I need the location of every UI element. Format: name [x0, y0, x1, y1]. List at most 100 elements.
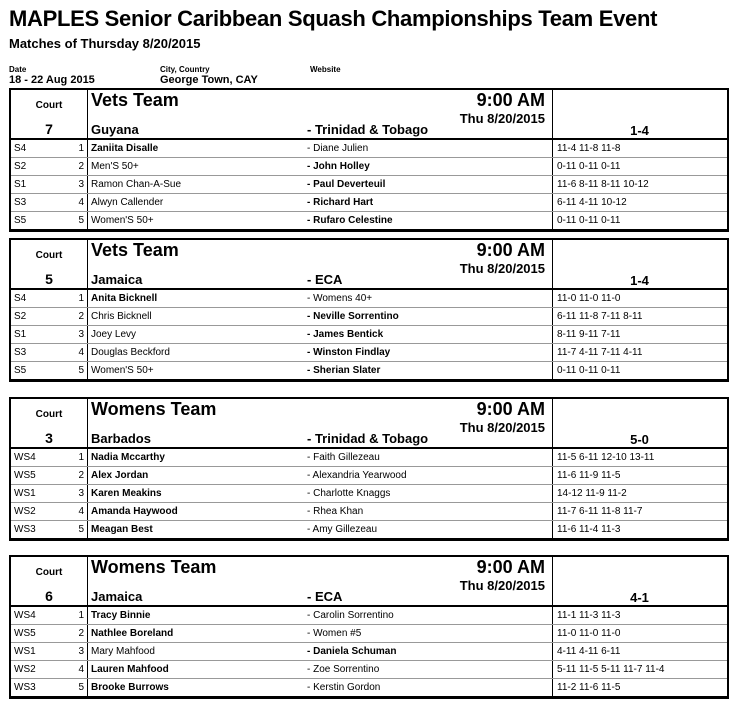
home-player: Mary Mahfood — [91, 646, 155, 657]
match-code: S4 — [14, 143, 27, 154]
match-number: 4 — [78, 347, 84, 358]
match-code: S5 — [14, 365, 27, 376]
tie-header: Court 5 Vets Team 9:00 AM Thu 8/20/2015 … — [11, 240, 727, 290]
tie-result: 4-1 — [630, 590, 649, 605]
match-date: Thu 8/20/2015 — [459, 261, 545, 276]
website-label: Website — [310, 65, 341, 74]
match-score: 0-11 0-11 0-11 — [557, 161, 621, 172]
match-row: WS2 4 Amanda Haywood - Rhea Khan 11-7 6-… — [11, 503, 727, 521]
match-code: WS1 — [14, 646, 36, 657]
home-player: Joey Levy — [91, 329, 137, 340]
match-time: 9:00 AM — [476, 90, 545, 110]
match-code: WS1 — [14, 488, 36, 499]
divider — [552, 140, 553, 157]
city-label: City, Country — [160, 65, 210, 74]
match-row: WS3 5 Meagan Best - Amy Gillezeau 11-6 1… — [11, 521, 727, 538]
match-row: WS1 3 Karen Meakins - Charlotte Knaggs 1… — [11, 485, 727, 503]
match-row: S4 1 Zaniita Disalle - Diane Julien 11-4… — [11, 140, 727, 158]
match-score: 11-6 8-11 8-11 10-12 — [557, 179, 649, 190]
divider — [552, 449, 553, 466]
court-number: 7 — [45, 121, 53, 137]
tie-result: 1-4 — [630, 123, 649, 138]
match-score: 14-12 11-9 11-2 — [557, 488, 627, 499]
court-label: Court — [35, 100, 63, 111]
divider — [552, 679, 553, 696]
match-row: WS1 3 Mary Mahfood - Daniela Schuman 4-1… — [11, 643, 727, 661]
match-number: 2 — [78, 628, 84, 639]
match-number: 2 — [78, 161, 84, 172]
match-score: 11-1 11-3 11-3 — [557, 610, 621, 621]
match-time: 9:00 AM — [476, 557, 545, 577]
match-code: WS2 — [14, 664, 36, 675]
divider — [552, 308, 553, 325]
divider — [87, 467, 88, 484]
home-player: Men'S 50+ — [91, 161, 139, 172]
divider — [87, 344, 88, 361]
match-score: 11-5 6-11 12-10 13-11 — [557, 452, 655, 463]
match-score: 6-11 4-11 10-12 — [557, 197, 627, 208]
divider — [552, 643, 553, 660]
home-player: Karen Meakins — [91, 488, 162, 499]
away-player: - Kerstin Gordon — [307, 682, 381, 693]
divider — [87, 90, 88, 138]
match-row: WS5 2 Nathlee Boreland - Women #5 11-0 1… — [11, 625, 727, 643]
match-row: S4 1 Anita Bicknell - Womens 40+ 11-0 11… — [11, 290, 727, 308]
home-player: Douglas Beckford — [91, 347, 170, 358]
match-code: S1 — [14, 179, 27, 190]
away-team: - Trinidad & Tobago — [307, 431, 429, 446]
match-time: 9:00 AM — [476, 399, 545, 419]
home-player: Meagan Best — [91, 524, 153, 535]
home-player: Nathlee Boreland — [91, 628, 174, 639]
divider — [87, 485, 88, 502]
divider — [552, 485, 553, 502]
home-team: Jamaica — [91, 589, 143, 604]
divider — [87, 308, 88, 325]
match-number: 4 — [78, 197, 84, 208]
match-date: Thu 8/20/2015 — [459, 111, 545, 126]
away-player: - Daniela Schuman — [307, 646, 397, 657]
away-player: - Richard Hart — [307, 197, 374, 208]
away-team: - ECA — [307, 272, 343, 287]
divider — [552, 212, 553, 229]
divider — [552, 607, 553, 624]
divider — [87, 158, 88, 175]
tie-block: Court 6 Womens Team 9:00 AM Thu 8/20/201… — [9, 555, 729, 699]
tie-result: 5-0 — [630, 432, 649, 447]
date-label: Date — [9, 65, 27, 74]
match-score: 4-11 4-11 6-11 — [557, 646, 621, 657]
divider — [87, 326, 88, 343]
home-player: Lauren Mahfood — [91, 664, 169, 675]
divider — [552, 158, 553, 175]
divider — [552, 661, 553, 678]
away-team: - ECA — [307, 589, 343, 604]
divider — [87, 362, 88, 379]
home-player: Brooke Burrows — [91, 682, 169, 693]
tie-header: Court 6 Womens Team 9:00 AM Thu 8/20/201… — [11, 557, 727, 607]
home-player: Alex Jordan — [91, 470, 149, 481]
divider — [87, 449, 88, 466]
away-player: - Diane Julien — [307, 143, 369, 154]
home-player: Ramon Chan-A-Sue — [91, 179, 182, 190]
divider — [87, 661, 88, 678]
match-date: Thu 8/20/2015 — [459, 420, 545, 435]
tie-block: Court 3 Womens Team 9:00 AM Thu 8/20/201… — [9, 397, 729, 541]
away-player: - Rhea Khan — [307, 506, 364, 517]
divider — [87, 679, 88, 696]
match-code: S3 — [14, 347, 27, 358]
match-row: S3 4 Alwyn Callender - Richard Hart 6-11… — [11, 194, 727, 212]
away-player: - Charlotte Knaggs — [307, 488, 391, 499]
divider — [87, 240, 88, 288]
match-score: 11-7 6-11 11-8 11-7 — [557, 506, 643, 517]
match-score: 0-11 0-11 0-11 — [557, 215, 621, 226]
match-row: WS2 4 Lauren Mahfood - Zoe Sorrentino 5-… — [11, 661, 727, 679]
match-number: 1 — [78, 610, 84, 621]
divider — [552, 194, 553, 211]
match-number: 2 — [78, 311, 84, 322]
away-player: - Carolin Sorrentino — [307, 610, 394, 621]
match-row: S5 5 Women'S 50+ - Sherian Slater 0-11 0… — [11, 362, 727, 379]
match-number: 5 — [78, 682, 84, 693]
away-player: - Zoe Sorrentino — [307, 664, 380, 675]
divider — [87, 557, 88, 605]
match-number: 4 — [78, 664, 84, 675]
event-name: Vets Team — [91, 240, 179, 260]
